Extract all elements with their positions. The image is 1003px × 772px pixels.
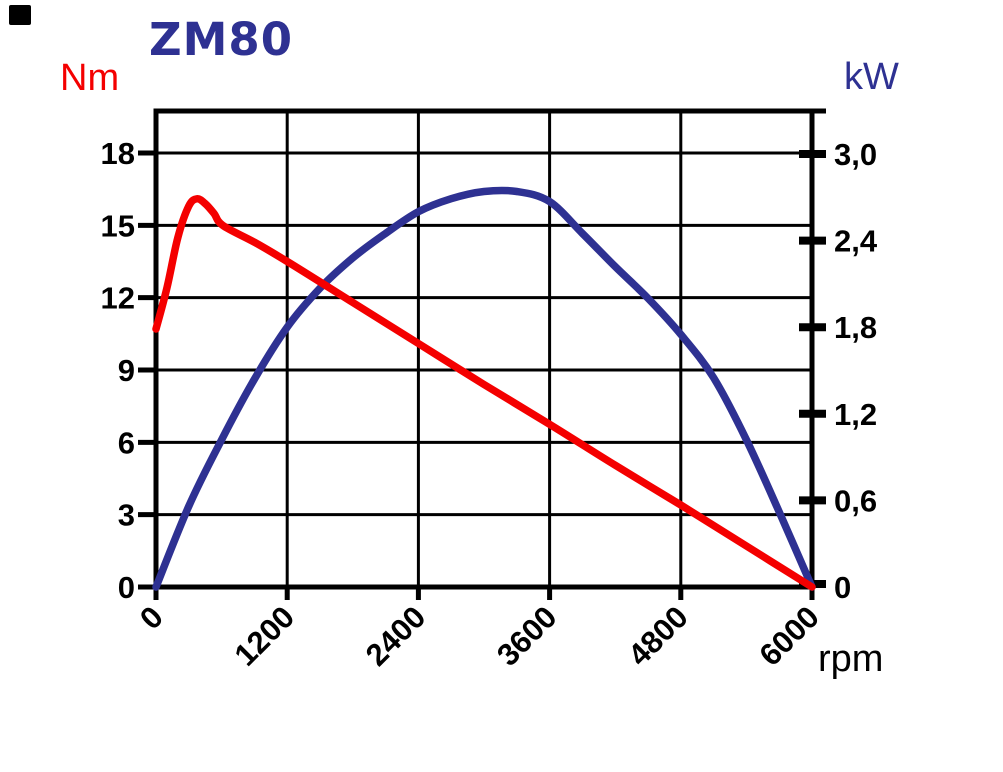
- left-axis-tick-label: 3: [118, 498, 135, 533]
- right-axis-unit-label: kW: [844, 56, 899, 98]
- left-axis-tick-label: 0: [118, 570, 135, 605]
- left-axis-tick-label: 15: [101, 208, 135, 243]
- x-axis-tick-label: 6000: [752, 599, 826, 673]
- left-axis-tick-label: 12: [101, 281, 135, 316]
- right-axis-tick-label: 1,8: [834, 310, 877, 345]
- power-curve: [152, 186, 816, 591]
- chart-title: ZM80: [149, 13, 294, 66]
- x-axis-unit-label: rpm: [818, 638, 884, 680]
- left-axis-unit-label: Nm: [60, 57, 120, 99]
- x-axis-tick-label: 2400: [359, 599, 433, 673]
- left-axis-tick-label: 6: [118, 425, 135, 460]
- right-axis-tick-label: 1,2: [834, 397, 877, 432]
- right-axis-tick-label: 0,6: [834, 483, 877, 518]
- x-axis-tick-label: 0: [133, 599, 170, 636]
- torque-curve: [152, 195, 816, 591]
- left-axis-tick-label: 9: [118, 353, 135, 388]
- right-axis-tick-label: 0: [834, 570, 851, 605]
- corner-artifact-mark: [9, 5, 31, 25]
- right-axis-tick-label: 2,4: [834, 224, 878, 259]
- left-axis-tick-label: 18: [101, 136, 135, 171]
- x-axis-tick-label: 3600: [490, 599, 564, 673]
- x-axis-tick-label: 1200: [228, 599, 302, 673]
- plot-frame: [153, 108, 815, 590]
- x-axis-tick-label: 4800: [621, 599, 695, 673]
- right-axis-tick-label: 3,0: [834, 137, 877, 172]
